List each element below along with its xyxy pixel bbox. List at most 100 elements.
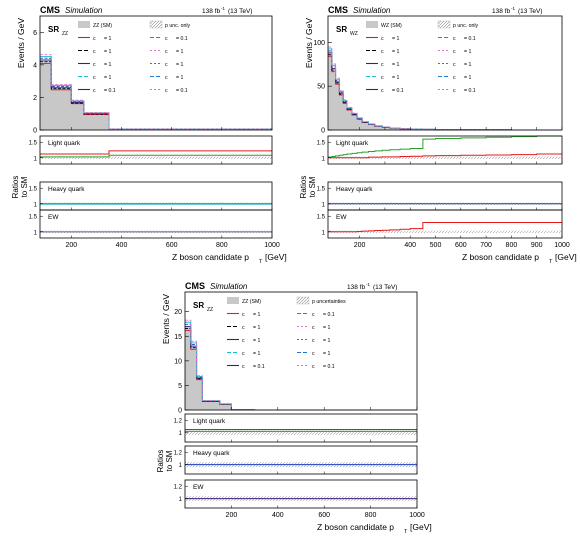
- ratio-frame: [184, 445, 418, 475]
- cms-label: CMS: [40, 5, 60, 15]
- x-tick-label: 600: [455, 242, 467, 249]
- legend-value: = 1: [176, 62, 183, 68]
- energy-label: (13 TeV): [373, 284, 397, 291]
- legend-value: = 0.1: [104, 88, 116, 94]
- legend-value: = 1: [104, 75, 111, 81]
- y-tick-label: 0: [321, 128, 325, 135]
- legend-label: c: [381, 62, 384, 68]
- main-frame: [184, 291, 418, 411]
- ratio-y-label-2: to SM: [308, 176, 317, 197]
- eft-line-black: [185, 328, 417, 411]
- region-subscript: ZZ: [207, 307, 213, 313]
- legend-label: c: [312, 338, 315, 344]
- legend-label: c: [381, 75, 384, 81]
- ratio-panel-label: Heavy quark: [336, 186, 373, 193]
- eft-line-blue: [40, 57, 272, 130]
- ratio-y-tick-label: 1.5: [317, 187, 326, 193]
- chart-panel-2: CMS Simulation 138 fb -1 (13 TeV) 0 5 10 15 20Eve…: [156, 281, 432, 535]
- eft-line-red: [185, 330, 417, 411]
- eft-line-blue: [185, 323, 417, 411]
- x-tick-label: 200: [66, 242, 78, 249]
- legend-label: c: [242, 364, 245, 370]
- legend-label: c: [381, 36, 384, 42]
- legend-label: c: [242, 338, 245, 344]
- x-axis-subscript: T: [549, 259, 553, 265]
- legend-swatch-hatch: [149, 20, 163, 29]
- legend-label: c: [165, 36, 168, 42]
- legend-label: c: [242, 312, 245, 318]
- legend-value: = 1: [253, 351, 260, 357]
- ratio-y-tick-label: 1.2: [174, 485, 183, 491]
- ratio-panel-label: Light quark: [48, 140, 81, 147]
- cms-label: CMS: [185, 281, 205, 291]
- y-tick-label: 15: [174, 334, 182, 341]
- ratio-y-tick-label: 1.2: [174, 451, 183, 457]
- legend-value: = 0.1: [176, 36, 188, 42]
- eft-line-blue: [328, 50, 562, 131]
- ratio-y-tick-label: 1: [322, 156, 326, 162]
- x-axis-subscript: T: [259, 259, 263, 265]
- y-axis-label: Events / GeV: [304, 18, 314, 68]
- ratio-line-red: [328, 221, 562, 233]
- ratio-frame: [39, 135, 273, 165]
- legend-value: = 1: [104, 62, 111, 68]
- ratio-line-red: [328, 153, 562, 159]
- ratio-panel-label: Light quark: [193, 418, 226, 425]
- y-tick-label: 100: [313, 40, 325, 47]
- ratio-y-label-2: to SM: [20, 176, 29, 197]
- region-label: SR: [48, 25, 59, 34]
- y-tick-label: 0: [178, 408, 182, 415]
- x-tick-label: 800: [216, 242, 228, 249]
- x-axis-label: Z boson candidate p: [172, 252, 249, 262]
- legend-label: c: [453, 36, 456, 42]
- y-tick-label: 4: [33, 62, 37, 69]
- legend-value: = 0.1: [323, 312, 335, 318]
- eft-line-teal: [328, 48, 562, 131]
- legend-value: = 1: [253, 338, 260, 344]
- y-tick-label: 5: [178, 383, 182, 390]
- legend-label: p unc. only: [165, 23, 190, 29]
- legend-label: WZ (SM): [381, 23, 402, 29]
- legend-label: ZZ (SM): [242, 299, 261, 305]
- legend-label: p uncertainties: [312, 299, 346, 305]
- ratio-y-tick-label: 1.5: [29, 215, 38, 221]
- legend-value: = 1: [104, 36, 111, 42]
- x-tick-label: 1000: [264, 242, 280, 249]
- legend-label: c: [312, 325, 315, 331]
- energy-label: (13 TeV): [228, 8, 252, 15]
- eft-line-teal: [185, 321, 417, 411]
- legend-value: = 1: [392, 36, 399, 42]
- legend-value: = 1: [323, 351, 330, 357]
- lumi-label: 138 fb: [202, 8, 220, 15]
- lumi-superscript: -1: [221, 6, 225, 11]
- ratio-uncertainty-band: [328, 156, 562, 160]
- ratio-panel-label: EW: [336, 214, 347, 221]
- ratio-y-tick-label: 1: [179, 463, 183, 469]
- ratio-frame: [39, 209, 273, 239]
- x-tick-label: 400: [404, 242, 416, 249]
- legend-value: = 1: [392, 62, 399, 68]
- legend-label: c: [453, 49, 456, 55]
- legend-label: c: [165, 88, 168, 94]
- x-tick-label: 200: [354, 242, 366, 249]
- chart-panel-1: CMS Simulation 138 fb -1 (13 TeV) 0 50 100Event…: [299, 5, 577, 265]
- legend-label: p unc. only: [453, 23, 478, 29]
- legend-label: c: [242, 351, 245, 357]
- cms-label: CMS: [328, 5, 348, 15]
- region-subscript: WZ: [350, 31, 358, 37]
- region-label: SR: [193, 301, 204, 310]
- legend-value: = 0.1: [323, 364, 335, 370]
- lumi-superscript: -1: [366, 282, 370, 287]
- y-tick-label: 10: [174, 358, 182, 365]
- x-tick-label: 800: [365, 512, 377, 519]
- ratio-frame: [184, 413, 418, 443]
- ratio-panel-label: Heavy quark: [193, 450, 230, 457]
- legend-value: = 1: [104, 49, 111, 55]
- ratio-y-tick-label: 1.5: [29, 187, 38, 193]
- eft-line-purple: [185, 325, 417, 411]
- ratio-frame: [327, 209, 563, 239]
- x-tick-label: 700: [480, 242, 492, 249]
- ratio-y-label-1: Ratios: [156, 450, 165, 473]
- x-tick-label: 1000: [409, 512, 425, 519]
